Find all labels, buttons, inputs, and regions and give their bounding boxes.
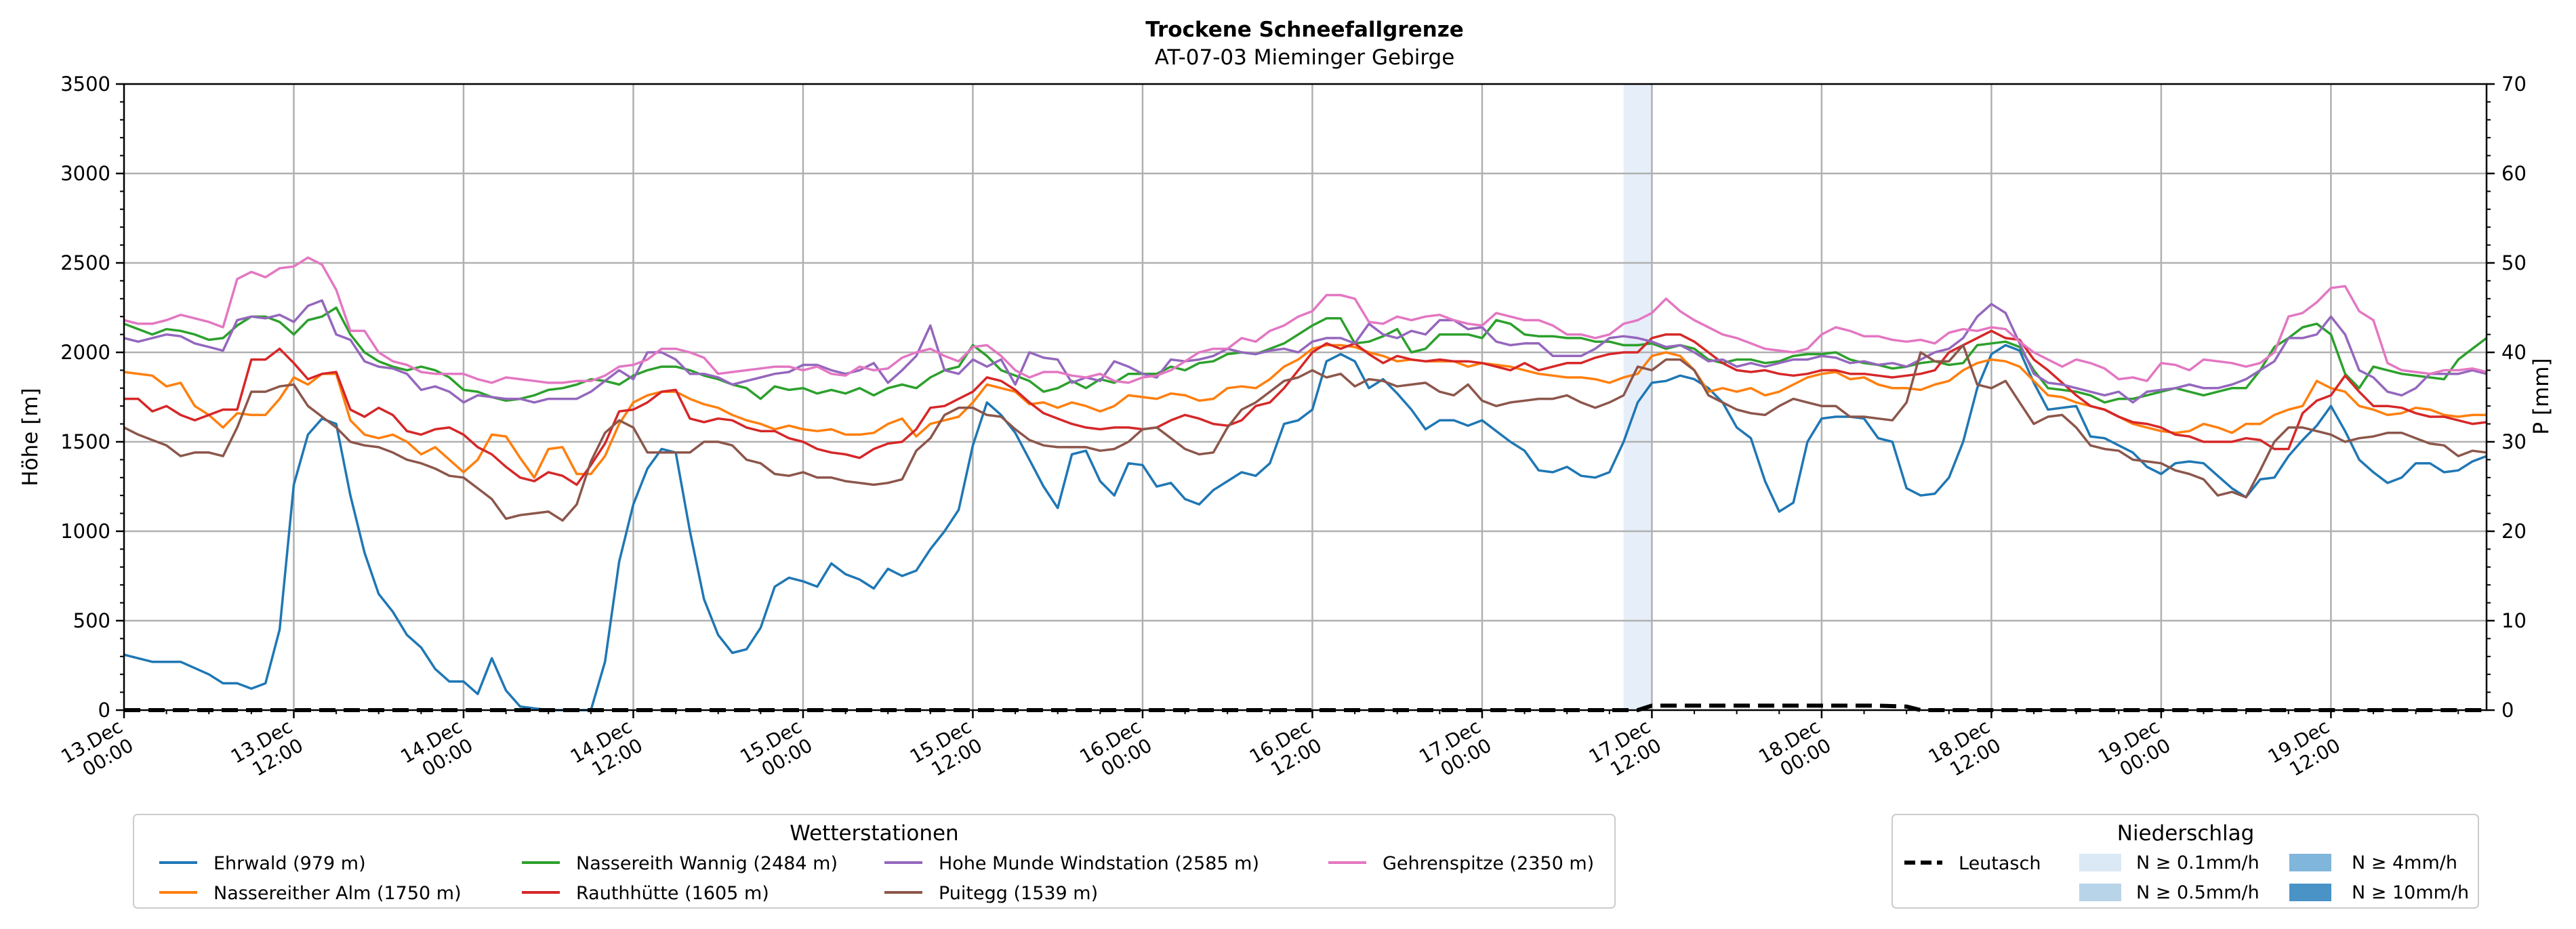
legend-station-label-5: Puitegg (1539 m)	[939, 883, 1098, 904]
legend-precip-label-3: N ≥ 10mm/h	[2352, 882, 2469, 903]
legend-station-label-1: Nassereither Alm (1750 m)	[213, 883, 462, 904]
y2-axis-label: P [mm]	[2529, 358, 2554, 434]
series-line-3	[124, 329, 2487, 487]
chart-title: Trockene Schneefallgrenze	[1145, 18, 1464, 42]
y-axis-label: Höhe [m]	[18, 388, 43, 486]
y2-tick-label-0: 0	[2501, 699, 2514, 722]
y-tick-label-2: 1000	[60, 520, 110, 543]
legend-precip-frame	[1892, 814, 2479, 909]
y2-tick-label-2: 20	[2501, 520, 2527, 543]
legend-station-label-2: Nassereith Wannig (2484 m)	[576, 853, 838, 874]
series-line-5	[123, 344, 2487, 522]
chart-subtitle: AT-07-03 Mieminger Gebirge	[1155, 45, 1455, 70]
series-line-6	[123, 256, 2487, 384]
y-tick-label-7: 3500	[60, 73, 110, 96]
legend-stations-frame	[133, 814, 1616, 909]
y-tick-label-5: 2500	[60, 251, 110, 274]
legend-station-label-4: Hohe Munde Windstation (2585 m)	[939, 853, 1259, 874]
legend-precip-label-2: N ≥ 4mm/h	[2352, 852, 2457, 873]
legend-precip-line-label: Leutasch	[1959, 853, 2041, 874]
plot-frame	[123, 83, 2488, 711]
legend-stations-title: Wetterstationen	[790, 821, 958, 846]
legend-precip-swatch-1	[2079, 884, 2121, 901]
legend-station-label-6: Gehrenspitze (2350 m)	[1383, 853, 1594, 874]
y2-tick-label-7: 70	[2501, 73, 2527, 96]
plot-area: 0 500 1000 1500 2000 2500 3000 3500 0 10 20 30 40 50 6…	[58, 73, 2527, 781]
legend-precip-label-0: N ≥ 0.1mm/h	[2136, 852, 2260, 873]
legend-stations: Wetterstationen Ehrwald (979 m) Nassereit…	[133, 814, 1616, 909]
legend-precip-swatch-0	[2079, 854, 2121, 871]
y2-tick-label-6: 60	[2501, 162, 2527, 185]
series-line-2	[123, 306, 2488, 404]
precip-band-0	[1623, 84, 1652, 710]
y-tick-label-6: 3000	[60, 162, 110, 185]
legend-station-label-3: Rauthhütte (1605 m)	[576, 883, 769, 904]
y2-tick-label-5: 50	[2501, 251, 2527, 274]
series-line-1	[123, 344, 2487, 479]
legend-precip: Niederschlag Leutasch N ≥ 0.1mm/h N ≥ 0.5m…	[1892, 814, 2479, 909]
legend-precip-title: Niederschlag	[2117, 821, 2255, 846]
series-line-4	[123, 299, 2487, 404]
legend-precip-swatch-3	[2289, 884, 2331, 901]
y-tick-label-0: 0	[98, 699, 110, 722]
legend-station-label-0: Ehrwald (979 m)	[213, 853, 366, 874]
y-tick-label-3: 1500	[60, 430, 110, 453]
y2-tick-label-1: 10	[2501, 609, 2527, 632]
y2-tick-label-3: 30	[2501, 430, 2527, 453]
legend-precip-label-1: N ≥ 0.5mm/h	[2136, 882, 2260, 903]
y-tick-label-4: 2000	[60, 341, 110, 364]
legend-precip-swatch-2	[2289, 854, 2331, 871]
y-tick-label-1: 500	[73, 609, 110, 632]
y2-tick-label-4: 40	[2501, 341, 2527, 364]
